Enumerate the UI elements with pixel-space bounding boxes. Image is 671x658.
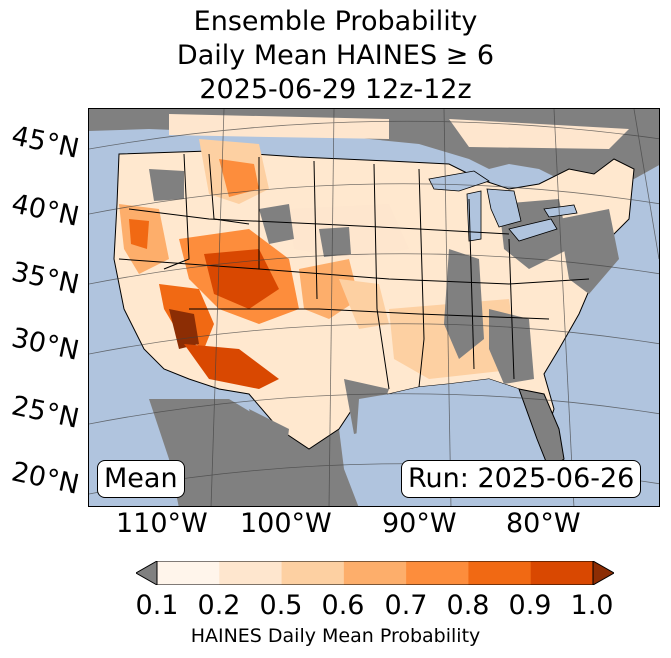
colorbar-tick-1: 0.2 bbox=[197, 590, 241, 621]
colorbar-bin-2 bbox=[281, 561, 345, 585]
run-date-box: Run: 2025-06-26 bbox=[401, 460, 642, 498]
lon-label-100w: 100°W bbox=[240, 508, 332, 539]
colorbar-over-triangle bbox=[592, 561, 614, 585]
map-title-line-3: 2025-06-29 12z-12z bbox=[199, 74, 472, 105]
graticule bbox=[89, 109, 659, 506]
map-title-line-2: Daily Mean HAINES ≥ 6 bbox=[176, 40, 495, 71]
florida bbox=[518, 388, 565, 470]
lon-label-110w: 110°W bbox=[116, 508, 208, 539]
colorbar-tick-7: 1.0 bbox=[570, 590, 614, 621]
colorbar-bin-0 bbox=[157, 561, 220, 585]
colorbar bbox=[136, 561, 614, 585]
colorbar-bin-4 bbox=[406, 561, 469, 585]
lat-label-45: 45°N bbox=[8, 120, 82, 165]
colorbar-tick-4: 0.7 bbox=[384, 590, 428, 621]
lat-label-30: 30°N bbox=[8, 322, 82, 367]
map-canvas bbox=[89, 109, 659, 506]
lat-label-35: 35°N bbox=[8, 256, 82, 301]
mexico-land bbox=[149, 399, 359, 506]
map-panel: Mean Run: 2025-06-26 bbox=[88, 108, 660, 507]
canada-probability-patches bbox=[169, 114, 629, 149]
colorbar-bin-6 bbox=[530, 561, 594, 585]
colorbar-frame bbox=[156, 561, 594, 585]
colorbar-tick-3: 0.6 bbox=[321, 590, 365, 621]
great-lakes bbox=[428, 170, 578, 242]
colorbar-bin-3 bbox=[343, 561, 407, 585]
colorbar-tick-6: 0.9 bbox=[508, 590, 552, 621]
colorbar-bin-5 bbox=[468, 561, 532, 585]
lat-label-20: 20°N bbox=[8, 456, 82, 501]
mean-label-box: Mean bbox=[97, 460, 185, 498]
colorbar-bin-1 bbox=[219, 561, 283, 585]
colorbar-tick-2: 0.5 bbox=[259, 590, 303, 621]
lon-label-90w: 90°W bbox=[382, 508, 457, 539]
map-title-line-1: Ensemble Probability bbox=[193, 6, 478, 37]
state-boundaries bbox=[118, 153, 590, 390]
colorbar-label: HAINES Daily Mean Probability bbox=[190, 625, 481, 647]
colorbar-tick-0: 0.1 bbox=[135, 590, 179, 621]
lon-label-80w: 80°W bbox=[506, 508, 581, 539]
lat-label-25: 25°N bbox=[8, 390, 82, 435]
colorbar-under-triangle bbox=[136, 561, 158, 585]
colorbar-tick-5: 0.8 bbox=[446, 590, 490, 621]
lat-label-40: 40°N bbox=[8, 188, 82, 233]
